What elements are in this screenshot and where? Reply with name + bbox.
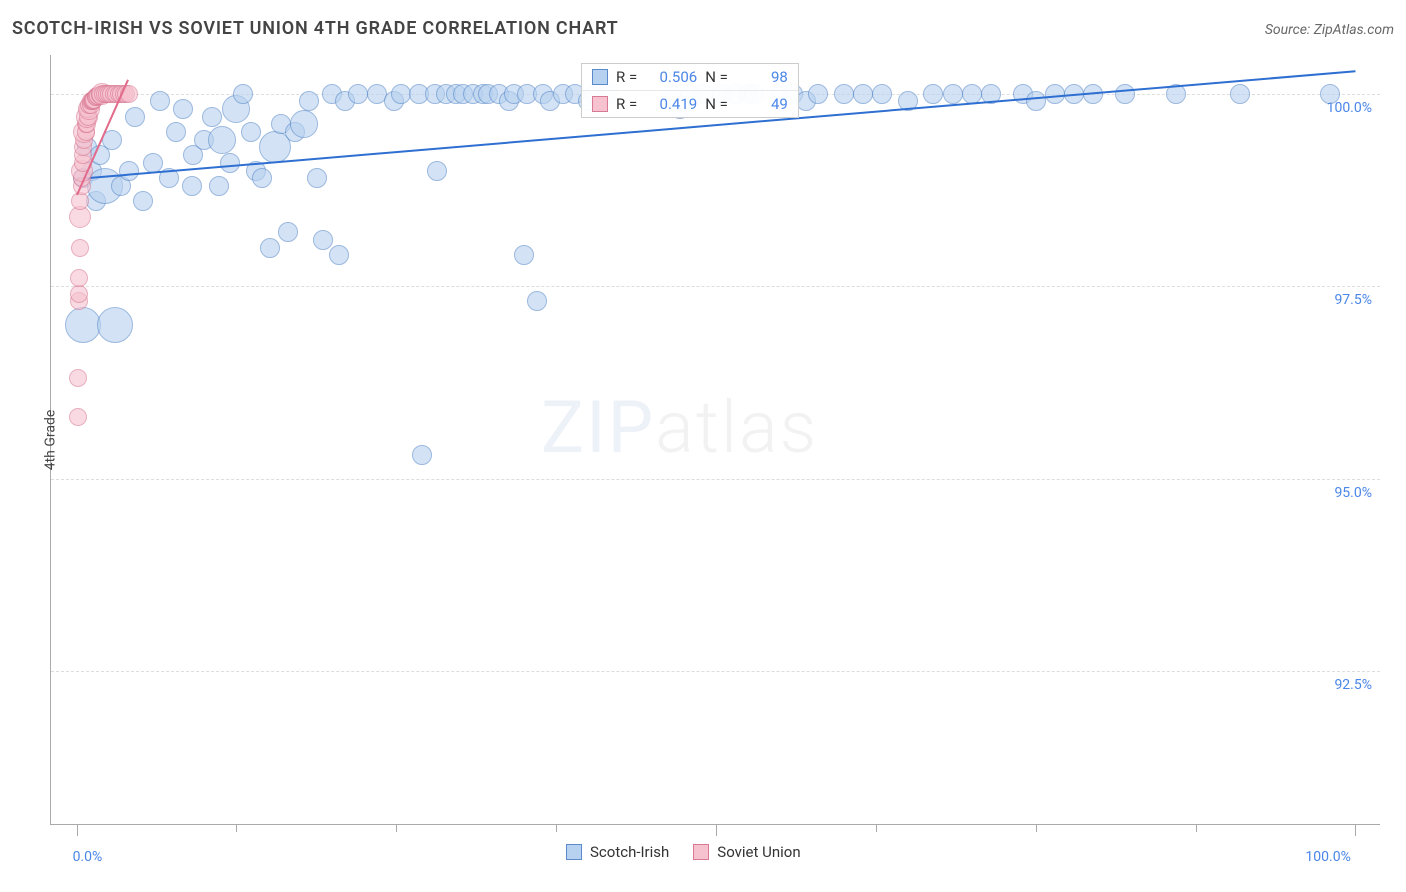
bottom-legend: Scotch-Irish Soviet Union bbox=[566, 843, 801, 861]
gridline bbox=[51, 479, 1380, 480]
data-point bbox=[329, 245, 349, 265]
data-point bbox=[1115, 84, 1135, 104]
watermark: ZIPatlas bbox=[541, 385, 818, 470]
stats-r-value: 0.506 bbox=[645, 68, 697, 86]
data-point bbox=[119, 161, 139, 181]
data-point bbox=[290, 110, 318, 138]
chart-container: ZIPatlas 92.5%95.0%97.5%100.0%0.0%100.0%… bbox=[50, 55, 1380, 825]
source-label: Source: ZipAtlas.com bbox=[1265, 22, 1394, 38]
data-point bbox=[166, 122, 186, 142]
data-point bbox=[252, 168, 272, 188]
data-point bbox=[241, 122, 261, 142]
data-point bbox=[125, 107, 145, 127]
y-tick-label: 95.0% bbox=[1334, 485, 1372, 501]
data-point bbox=[527, 291, 547, 311]
legend-label: Soviet Union bbox=[717, 843, 800, 861]
gridline bbox=[51, 286, 1380, 287]
x-tick-minor bbox=[1196, 824, 1197, 832]
watermark-bold: ZIP bbox=[541, 385, 655, 470]
data-point bbox=[307, 168, 327, 188]
data-point bbox=[1026, 91, 1046, 111]
data-point bbox=[808, 84, 828, 104]
data-point bbox=[209, 176, 229, 196]
data-point bbox=[962, 84, 982, 104]
legend-item: Scotch-Irish bbox=[566, 843, 669, 861]
data-point bbox=[133, 191, 153, 211]
data-point bbox=[233, 84, 253, 104]
stats-row: R = 0.419 N = 49 bbox=[582, 90, 798, 117]
x-tick-major bbox=[716, 824, 717, 836]
data-point bbox=[853, 84, 873, 104]
stats-n-label: N = bbox=[705, 68, 728, 86]
data-point bbox=[208, 126, 236, 154]
data-point bbox=[260, 238, 280, 258]
y-tick-label: 97.5% bbox=[1334, 292, 1372, 308]
legend-label: Scotch-Irish bbox=[590, 843, 669, 861]
data-point bbox=[70, 285, 88, 303]
data-point bbox=[943, 84, 963, 104]
data-point bbox=[278, 222, 298, 242]
plot-area: ZIPatlas 92.5%95.0%97.5%100.0%0.0%100.0%… bbox=[50, 55, 1380, 825]
data-point bbox=[97, 307, 133, 343]
data-point bbox=[70, 269, 88, 287]
x-tick-minor bbox=[1036, 824, 1037, 832]
stats-n-label: N = bbox=[705, 95, 728, 113]
x-tick-minor bbox=[236, 824, 237, 832]
stats-row: R = 0.506 N = 98 bbox=[582, 64, 798, 90]
legend-swatch bbox=[693, 844, 709, 860]
gridline bbox=[51, 671, 1380, 672]
data-point bbox=[514, 245, 534, 265]
data-point bbox=[143, 153, 163, 173]
stats-box: R = 0.506 N = 98 R = 0.419 N = 49 bbox=[581, 63, 799, 118]
chart-title: SCOTCH-IRISH VS SOVIET UNION 4TH GRADE C… bbox=[12, 18, 619, 39]
x-tick-major bbox=[77, 824, 78, 836]
data-point bbox=[299, 91, 319, 111]
data-point bbox=[220, 153, 240, 173]
data-point bbox=[1230, 84, 1250, 104]
x-range-max: 100.0% bbox=[1305, 849, 1350, 865]
data-point bbox=[348, 84, 368, 104]
data-point bbox=[65, 307, 101, 343]
stats-r-value: 0.419 bbox=[645, 95, 697, 113]
legend-item: Soviet Union bbox=[693, 843, 800, 861]
data-point bbox=[427, 161, 447, 181]
data-point bbox=[173, 99, 193, 119]
legend-swatch bbox=[592, 69, 608, 85]
data-point bbox=[150, 91, 170, 111]
data-point bbox=[202, 107, 222, 127]
data-point bbox=[313, 230, 333, 250]
y-tick-label: 92.5% bbox=[1334, 677, 1372, 693]
stats-r-label: R = bbox=[616, 95, 637, 113]
data-point bbox=[923, 84, 943, 104]
stats-r-label: R = bbox=[616, 68, 637, 86]
watermark-thin: atlas bbox=[655, 385, 818, 470]
legend-swatch bbox=[592, 96, 608, 112]
stats-n-value: 49 bbox=[736, 95, 788, 113]
stats-n-value: 98 bbox=[736, 68, 788, 86]
data-point bbox=[71, 192, 89, 210]
data-point bbox=[69, 369, 87, 387]
data-point bbox=[834, 84, 854, 104]
x-range-min: 0.0% bbox=[73, 849, 103, 865]
x-tick-minor bbox=[876, 824, 877, 832]
data-point bbox=[71, 239, 89, 257]
x-tick-major bbox=[1355, 824, 1356, 836]
legend-swatch bbox=[566, 844, 582, 860]
data-point bbox=[182, 176, 202, 196]
x-tick-minor bbox=[396, 824, 397, 832]
data-point bbox=[1045, 84, 1065, 104]
x-tick-minor bbox=[556, 824, 557, 832]
data-point bbox=[69, 408, 87, 426]
data-point bbox=[872, 84, 892, 104]
data-point bbox=[412, 445, 432, 465]
data-point bbox=[1320, 84, 1340, 104]
y-axis-title: 4th Grade bbox=[42, 410, 58, 471]
